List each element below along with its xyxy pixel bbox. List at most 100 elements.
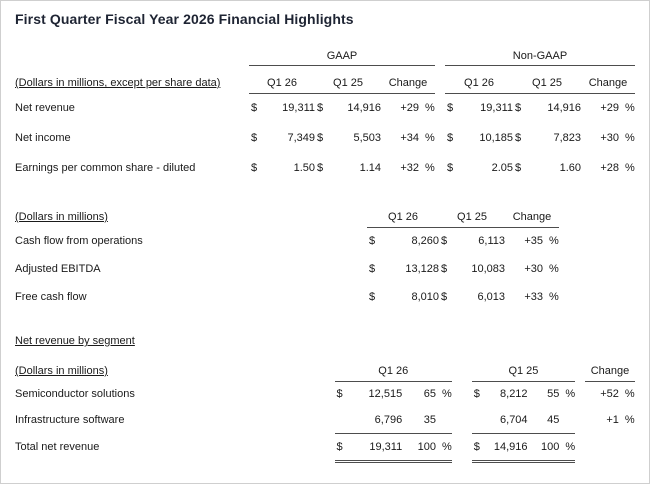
gaap-group-header: GAAP [249, 41, 435, 66]
dollar-sign-cell: $ [441, 235, 448, 248]
summary-table: GAAP Non-GAAP (Dollars in millions, exce… [15, 41, 635, 183]
percent-sign-cell: % [442, 388, 452, 401]
value-cell: 1.14 [359, 162, 381, 174]
row-label: Net income [15, 132, 71, 144]
column-gap [435, 123, 445, 153]
dollar-sign-cell: $ [473, 388, 480, 401]
dollar-sign-cell: $ [317, 102, 324, 115]
percent-sign-cell: % [565, 388, 576, 401]
table-caption-cell: (Dollars in millions) [15, 201, 367, 227]
percent-sign-cell: % [559, 432, 576, 463]
column-gap [435, 93, 445, 123]
value-cell: 6,796 [374, 413, 403, 426]
column-header-q1-26: Q1 26 [249, 65, 315, 94]
percent-cell: % [625, 162, 635, 174]
column-gap [575, 381, 585, 407]
column-header-q1-26: Q1 26 [367, 201, 439, 228]
table-caption-cell: (Dollars in millions, except per share d… [15, 65, 249, 93]
share-percent-cell: 35 [423, 413, 436, 426]
value-cell: 14,916 [547, 102, 581, 115]
column-gap [575, 407, 585, 433]
change-cell: +29 [400, 102, 419, 115]
column-header-change: Change [585, 355, 635, 382]
row-label: Net revenue [15, 102, 75, 114]
row-label: Infrastructure software [15, 414, 125, 426]
percent-sign-cell [436, 407, 452, 433]
table-row: Semiconductor solutions $ 12,515 65 % $ … [15, 381, 635, 407]
dollar-sign-cell [335, 407, 351, 433]
value-cell: 14,916 [347, 102, 381, 115]
dollar-sign-cell: $ [251, 162, 258, 174]
column-gap [575, 433, 585, 461]
dollar-sign-cell: $ [251, 132, 258, 144]
percent-cell: % [625, 102, 635, 115]
table-caption: (Dollars in millions) [15, 365, 108, 377]
change-cell: +28 [600, 162, 619, 174]
segment-table: (Dollars in millions) Q1 26 Q1 25 Change… [15, 355, 635, 463]
percent-cell: % [549, 291, 559, 303]
share-percent-cell: 65 [423, 388, 436, 401]
empty-cell [15, 41, 249, 65]
dollar-sign-cell: $ [447, 132, 454, 144]
value-cell: 19,311 [350, 432, 403, 463]
column-header-change: Change [381, 65, 435, 94]
table-row: Net revenue $ 19,311 $ 14,916 +29 % $ 19… [15, 93, 635, 123]
dollar-sign-cell: $ [447, 102, 454, 115]
change-cell: +29 [600, 102, 619, 115]
dollar-sign-cell: $ [317, 132, 324, 144]
row-label: Cash flow from operations [15, 235, 143, 247]
column-gap [452, 381, 472, 407]
value-cell: 14,916 [487, 432, 528, 463]
change-cell: +30 [600, 132, 619, 144]
table-row: Infrastructure software 6,796 35 6,704 4… [15, 407, 635, 433]
total-row: Total net revenue $ 19,311 100 % $ 14,91… [15, 432, 635, 463]
percent-cell [619, 433, 635, 461]
percent-cell: % [425, 132, 435, 144]
share-percent-cell: 55 [547, 388, 560, 401]
dollar-sign-cell: $ [441, 263, 448, 275]
value-cell: 13,128 [405, 263, 439, 275]
percent-cell: % [425, 102, 435, 115]
value-cell: 8,010 [411, 291, 439, 303]
dollar-sign-cell: $ [471, 432, 488, 463]
change-cell: +35 [524, 235, 543, 248]
change-cell [585, 433, 619, 461]
value-cell: 12,515 [368, 388, 403, 401]
value-cell: 7,823 [553, 132, 581, 144]
dollar-sign-cell: $ [369, 263, 376, 275]
value-cell: 6,113 [478, 235, 505, 248]
dollar-sign-cell: $ [515, 132, 522, 144]
table-row: Net income $ 7,349 $ 5,503 +34 % $ 10,18… [15, 123, 635, 153]
table-row: Adjusted EBITDA $ 13,128 $ 10,083 +30 % [15, 255, 559, 283]
segment-section-heading: Net revenue by segment [15, 335, 135, 347]
column-gap [575, 355, 585, 381]
column-gap [452, 407, 472, 433]
percent-cell: % [549, 263, 559, 275]
share-percent-cell: 100 [402, 432, 436, 463]
value-cell: 10,185 [479, 132, 513, 144]
column-header-q1-26: Q1 26 [445, 65, 513, 94]
row-label: Semiconductor solutions [15, 388, 135, 400]
column-gap [435, 153, 445, 183]
dollar-sign-cell: $ [336, 388, 343, 401]
percent-cell: % [624, 414, 635, 426]
dollar-sign-cell: $ [317, 162, 324, 174]
column-header-q1-25: Q1 25 [315, 65, 381, 94]
value-cell: 1.60 [559, 162, 581, 174]
percent-cell: % [549, 235, 559, 248]
page-title: First Quarter Fiscal Year 2026 Financial… [15, 11, 354, 27]
change-cell: +32 [400, 162, 419, 174]
percent-sign-cell [559, 407, 575, 433]
value-cell: 19,311 [282, 102, 315, 115]
percent-cell: % [425, 162, 435, 174]
dollar-sign-cell: $ [441, 291, 448, 303]
column-header-row: (Dollars in millions) Q1 26 Q1 25 Change [15, 201, 559, 228]
percent-sign-cell: % [436, 432, 452, 463]
column-header-q1-26: Q1 26 [334, 355, 452, 382]
value-cell: 5,503 [353, 132, 381, 144]
dollar-sign-cell: $ [334, 432, 351, 463]
dollar-sign-cell: $ [447, 162, 454, 174]
table-caption: (Dollars in millions) [15, 211, 108, 223]
row-label: Total net revenue [15, 441, 100, 453]
column-header-q1-25: Q1 25 [513, 65, 581, 94]
